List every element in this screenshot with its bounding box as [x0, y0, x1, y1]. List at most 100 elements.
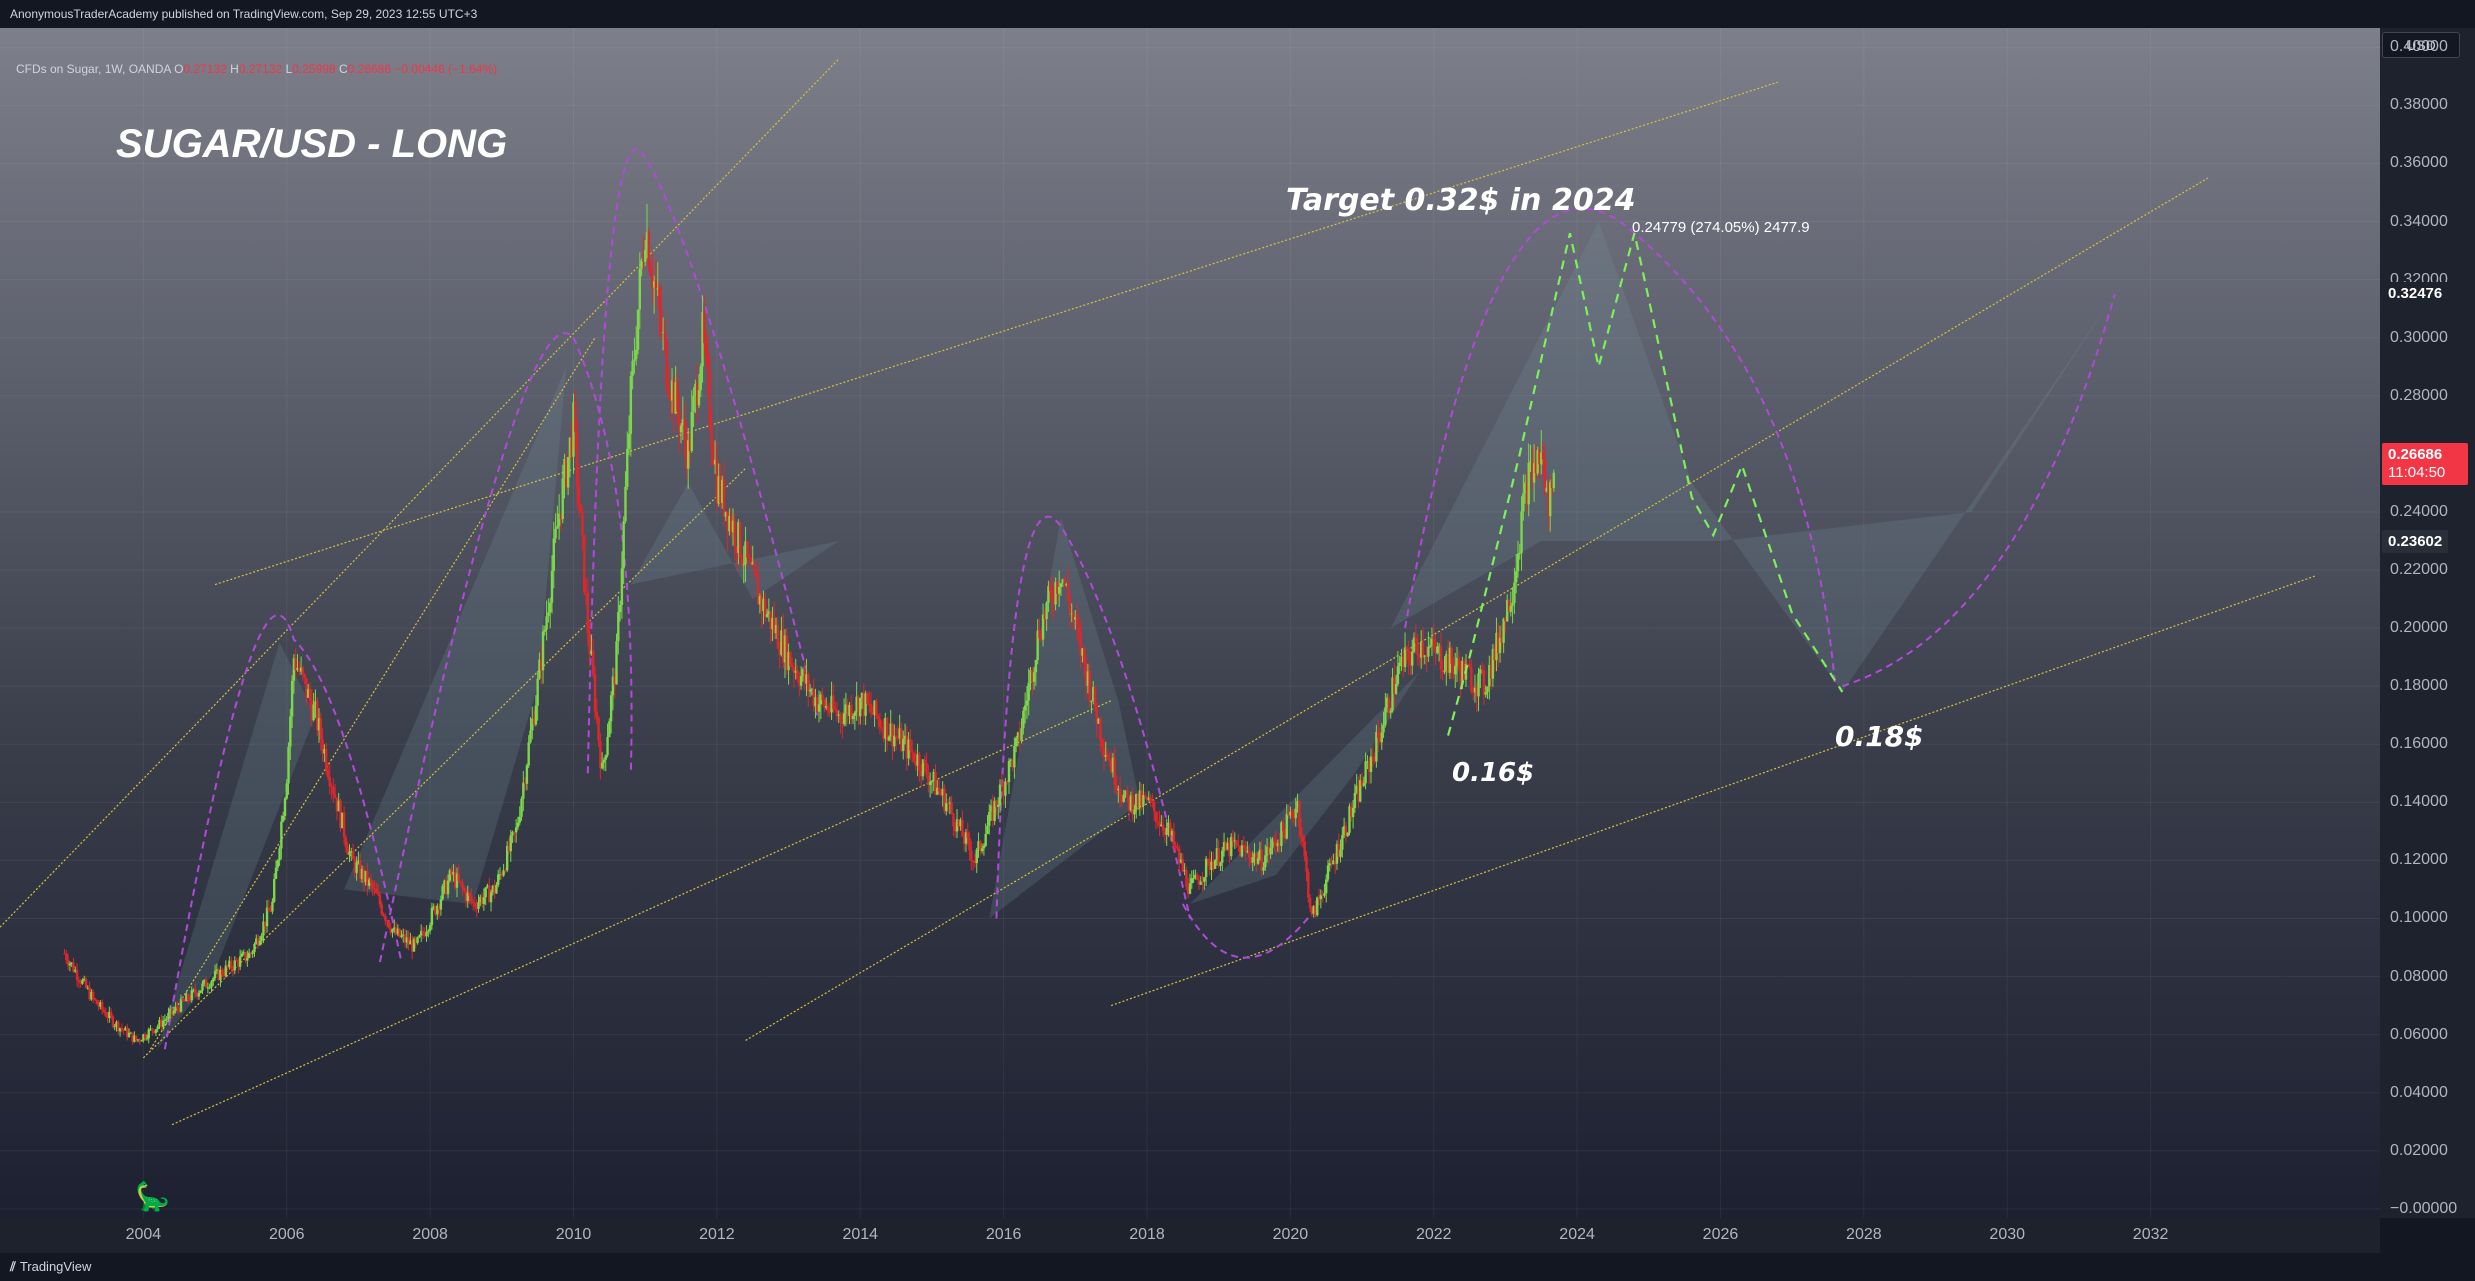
candle-body [1036, 630, 1039, 661]
candle-body [1034, 660, 1038, 673]
candle-body [1160, 824, 1163, 827]
candle-body [303, 674, 306, 679]
candle-body [396, 928, 400, 935]
candle-body [122, 1029, 125, 1031]
candle-body [538, 659, 541, 679]
candle-body [1244, 846, 1247, 852]
candle-body [428, 925, 432, 931]
candle-body [853, 712, 857, 716]
candle-body [851, 715, 855, 720]
candle-body [1428, 645, 1432, 647]
candle-body [118, 1028, 122, 1032]
candle-body [178, 1008, 181, 1012]
candle-body [1540, 452, 1543, 465]
candle-body [781, 630, 785, 663]
candle-body [84, 978, 88, 988]
price-tick: 0.34000 [2390, 212, 2448, 230]
candle-body [471, 901, 475, 903]
candle-body [887, 736, 891, 741]
candle-body [1088, 671, 1091, 702]
candle-body [1210, 861, 1213, 870]
candle-body [1342, 826, 1346, 836]
candle-body [624, 486, 627, 522]
candle-body [124, 1027, 127, 1031]
candle-body [534, 705, 538, 725]
candle-body [592, 650, 595, 675]
candle-body [170, 1008, 174, 1014]
candle-body [1265, 846, 1269, 856]
candle-body [1375, 731, 1378, 762]
price-tick: −0.00000 [2390, 1199, 2458, 1217]
candle-body [635, 349, 638, 360]
candle-body [324, 749, 328, 770]
candle-body [337, 800, 340, 812]
candle-body [228, 960, 231, 968]
candle-body [1276, 843, 1280, 847]
candle-body [590, 650, 593, 655]
candle-body [1109, 760, 1113, 773]
time-scale[interactable] [0, 1218, 2380, 1253]
candle-body [511, 831, 514, 836]
candle-body [543, 629, 547, 632]
candle-body [584, 592, 588, 594]
candle-body [658, 288, 661, 311]
trendline [142, 467, 746, 1059]
price-tick: 0.38000 [2390, 96, 2448, 114]
candle-body [188, 999, 192, 1001]
candle-body [547, 612, 550, 617]
candle-body [1317, 897, 1321, 900]
candle-body [1043, 614, 1047, 619]
candle-body [780, 630, 783, 656]
time-tick: 2030 [1989, 1226, 2026, 1243]
candle-body [1353, 792, 1357, 808]
chart-pane[interactable]: CFDs on Sugar, 1W, OANDA O0.27132 H0.271… [0, 28, 2380, 1218]
candle-body [1113, 757, 1116, 785]
candle-body [269, 910, 272, 912]
candle-body [1061, 579, 1064, 584]
candle-body [812, 688, 815, 706]
candle-body [1446, 654, 1450, 673]
candle-body [222, 975, 226, 977]
candle-body [724, 511, 728, 517]
candle-body [894, 735, 898, 738]
price-scale[interactable] [2380, 28, 2475, 1218]
candle-body [242, 952, 245, 954]
candle-body [1172, 831, 1176, 846]
candle-body [989, 805, 993, 812]
candle-body [968, 837, 971, 851]
candle-body [1025, 700, 1029, 706]
currency-selector[interactable]: USD [2382, 32, 2460, 58]
candle-body [1369, 756, 1373, 773]
candle-body [384, 915, 387, 921]
open-value: 0.27132 [183, 62, 227, 76]
candle-body [986, 825, 989, 834]
candle-body [400, 935, 403, 937]
candle-body [278, 848, 281, 861]
candle-body [405, 937, 409, 943]
candle-body [231, 968, 235, 971]
candle-body [995, 800, 998, 807]
candle-body [140, 1040, 143, 1042]
candle-body [977, 841, 980, 850]
candle-body [70, 962, 73, 964]
candle-body [959, 820, 962, 827]
candle-body [1238, 846, 1242, 857]
candle-body [457, 873, 460, 882]
candle-body [550, 570, 554, 603]
cycle-arc [586, 148, 819, 774]
candle-body [991, 805, 995, 821]
candle-body [557, 513, 561, 527]
candle-body [1222, 842, 1226, 851]
shaded-zone [989, 517, 1140, 919]
candle-body [808, 690, 812, 692]
candle-body [294, 658, 297, 670]
candle-body [609, 695, 613, 722]
candle-body [688, 440, 692, 452]
candle-body [1323, 893, 1326, 896]
candle-body [195, 993, 199, 997]
candle-body [636, 309, 640, 350]
close-label: C [338, 62, 348, 76]
candle-body [1253, 853, 1256, 858]
candle-body [1514, 571, 1518, 583]
time-tick: 2010 [555, 1226, 592, 1243]
